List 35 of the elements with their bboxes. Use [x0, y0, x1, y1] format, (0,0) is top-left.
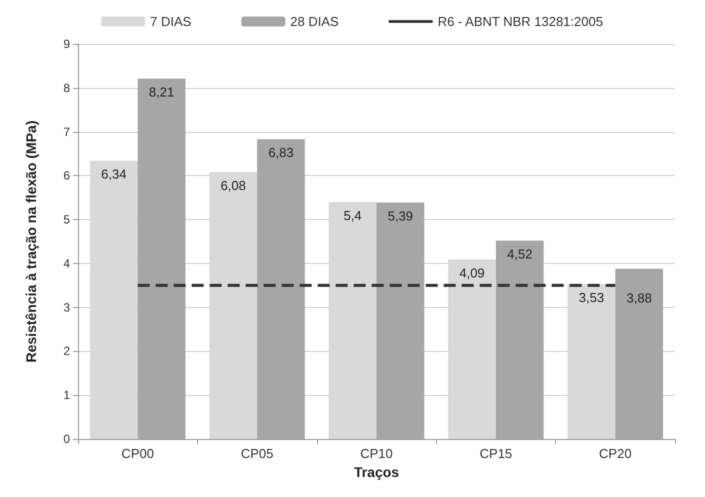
data-label: 6,83: [268, 145, 294, 160]
bar: [376, 202, 424, 439]
data-label: 3,53: [578, 290, 604, 306]
x-axis-title: Traços: [354, 464, 400, 480]
legend-label: 7 DIAS: [150, 14, 192, 29]
y-tick-label: 2: [63, 344, 70, 358]
data-label: 4,09: [459, 265, 485, 280]
bar: [496, 240, 544, 439]
y-tick-label: 5: [63, 212, 70, 227]
data-label: 5,4: [344, 208, 362, 223]
y-tick-label: 8: [63, 80, 70, 95]
y-tick-label: 6: [63, 168, 70, 183]
legend-label: R6 - ABNT NBR 13281:2005: [438, 14, 603, 29]
bar: [615, 268, 664, 439]
y-tick-label: 0: [63, 432, 70, 446]
bar: [138, 78, 186, 439]
y-tick-label: 1: [63, 388, 70, 402]
x-tick-label: CP20: [599, 446, 632, 461]
legend-label: 28 DIAS: [290, 14, 340, 29]
y-tick-label: 7: [63, 124, 70, 139]
data-label: 6,34: [101, 166, 126, 182]
data-label: 5,39: [388, 208, 414, 224]
y-tick-label: 4: [63, 256, 70, 270]
data-label: 4,52: [507, 246, 532, 262]
bar: [257, 139, 305, 439]
x-tick-label: CP05: [240, 446, 274, 461]
y-tick-label: 9: [63, 37, 70, 51]
data-label: 3,88: [626, 290, 652, 306]
x-tick-label: CP15: [480, 446, 512, 461]
y-axis-title: Resistência à tração na flexão (MPa): [23, 120, 39, 362]
data-label: 6,08: [220, 178, 246, 194]
y-tick-label: 3: [63, 300, 70, 314]
x-tick-label: CP10: [360, 446, 393, 461]
x-tick-label: CP00: [121, 446, 154, 461]
data-label: 8,21: [148, 84, 174, 100]
